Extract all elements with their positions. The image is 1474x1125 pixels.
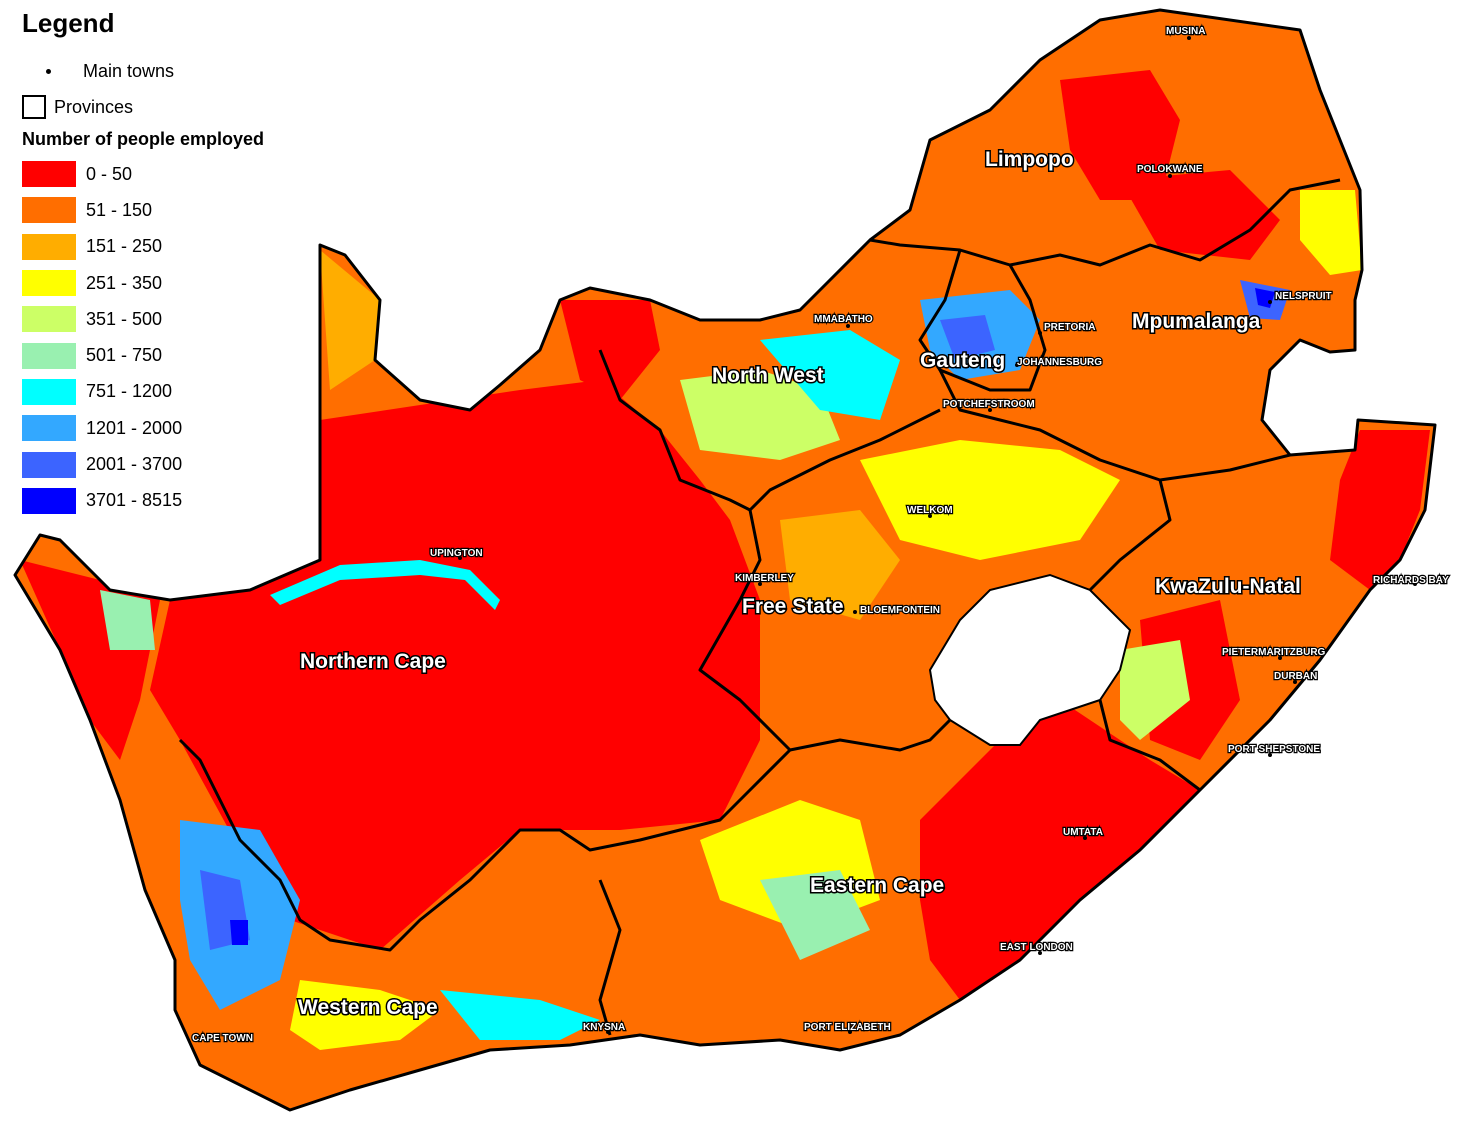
- legend-swatch: [22, 270, 76, 297]
- legend-class-label: 151 - 250: [86, 236, 163, 257]
- legend-swatch: [22, 487, 76, 514]
- label-northern-cape: Northern Cape: [300, 650, 446, 673]
- legend-class-label: 2001 - 3700: [86, 454, 183, 475]
- label-limpopo: Limpopo: [985, 148, 1074, 171]
- town-durban: DURBAN: [1274, 671, 1317, 682]
- legend-main-towns-label: Main towns: [83, 60, 175, 81]
- town-dots: [198, 36, 1417, 1042]
- town-johannesburg: JOHANNESBURG: [1017, 357, 1102, 368]
- legend-class-row: 2001 - 3700: [22, 446, 322, 482]
- legend-title: Legend: [22, 8, 115, 38]
- country-outline: [13, 8, 1437, 1112]
- province-boundaries: [13, 8, 1437, 1112]
- legend-class-label: 251 - 350: [86, 272, 163, 293]
- western-cape-boundary: [598, 879, 622, 1036]
- legend: Legend Main towns Provinces Number of pe…: [22, 8, 322, 519]
- legend-class-row: 51 - 150: [22, 192, 322, 228]
- label-western-cape: Western Cape: [298, 996, 438, 1019]
- legend-class-row: 1201 - 2000: [22, 410, 322, 446]
- town-pretoria: PRETORIA: [1044, 322, 1096, 333]
- mpumalanga-boundary: [938, 369, 1291, 482]
- north-west-boundary: [598, 349, 941, 512]
- town-potchefstroom: POTCHEFSTROOM: [943, 399, 1035, 410]
- legend-class-row: 0 - 50: [22, 156, 322, 192]
- lesotho-hole: [928, 573, 1132, 746]
- legend-class-row: 251 - 350: [22, 265, 322, 301]
- legend-main-towns: Main towns: [22, 53, 322, 89]
- legend-swatch: [22, 451, 76, 478]
- town-umtata: UMTATA: [1063, 827, 1103, 838]
- town-port-elizabeth: PORT ELIZABETH: [804, 1022, 891, 1033]
- province-labels: Limpopo Mpumalanga Gauteng North West No…: [297, 147, 1303, 1021]
- free-state-boundary: [698, 509, 952, 752]
- town-dot-icon: [46, 68, 51, 74]
- province-outline-icon: [22, 95, 46, 119]
- legend-swatch: [22, 197, 76, 224]
- town-east-london: EAST LONDON: [1000, 942, 1073, 953]
- legend-swatch: [22, 415, 76, 442]
- label-kwazulu-natal: KwaZulu-Natal: [1155, 575, 1301, 598]
- legend-class-label: 751 - 1200: [86, 381, 173, 402]
- town-nelspruit: NELSPRUIT: [1275, 291, 1332, 302]
- legend-class-row: 501 - 750: [22, 337, 322, 373]
- legend-class-label: 1201 - 2000: [86, 417, 183, 438]
- gauteng-boundary: [918, 249, 1047, 392]
- town-bloemfontein: BLOEMFONTEIN: [860, 605, 940, 616]
- legend-class-row: 351 - 500: [22, 301, 322, 337]
- legend-class-label: 501 - 750: [86, 345, 163, 366]
- legend-provinces: Provinces: [22, 89, 322, 125]
- town-cape-town: CAPE TOWN: [192, 1033, 253, 1044]
- legend-class-row: 3701 - 8515: [22, 483, 322, 519]
- legend-class-label: 0 - 50: [86, 163, 133, 184]
- label-mpumalanga: Mpumalanga: [1132, 310, 1261, 333]
- legend-swatch: [22, 233, 76, 260]
- legend-class-row: 151 - 250: [22, 229, 322, 265]
- town-upington: UPINGTON: [430, 548, 483, 559]
- town-musina: MUSINA: [1166, 26, 1205, 37]
- town-pietermaritzburg: PIETERMARITZBURG: [1222, 647, 1326, 658]
- legend-class-label: 51 - 150: [86, 199, 153, 220]
- legend-provinces-label: Provinces: [54, 96, 134, 117]
- label-gauteng: Gauteng: [920, 349, 1005, 372]
- legend-class-label: 351 - 500: [86, 308, 163, 329]
- town-knysna: KNYSNA: [583, 1022, 625, 1033]
- town-polokwane: POLOKWANE: [1137, 164, 1203, 175]
- legend-swatch: [22, 306, 76, 333]
- legend-class-label: 3701 - 8515: [86, 490, 183, 511]
- town-richards-bay: RICHARDS BAY: [1373, 575, 1449, 586]
- legend-swatch: [22, 342, 76, 369]
- legend-class-row: 751 - 1200: [22, 374, 322, 410]
- northern-cape-south-boundary: [178, 738, 792, 952]
- legend-swatch: [22, 161, 76, 188]
- town-labels: MUSINA POLOKWANE NELSPRUIT MMABATHO PRET…: [191, 25, 1451, 1046]
- kzn-ec-boundary: [1098, 699, 1201, 792]
- legend-class-list: 0 - 50 51 - 150 151 - 250 251 - 350 351 - 50…: [22, 156, 322, 519]
- label-north-west: North West: [712, 364, 824, 387]
- town-mmabatho: MMABATHO: [814, 314, 873, 325]
- label-free-state: Free State: [742, 595, 844, 618]
- limpopo-boundary: [869, 178, 1341, 267]
- town-kimberley: KIMBERLEY: [735, 573, 794, 584]
- free-state-kzn-boundary: [1088, 479, 1172, 592]
- legend-classes-title: Number of people employed: [22, 129, 265, 149]
- town-port-shepstone: PORT SHEPSTONE: [1228, 744, 1320, 755]
- legend-swatch: [22, 378, 76, 405]
- town-welkom: WELKOM: [907, 505, 953, 516]
- label-eastern-cape: Eastern Cape: [810, 874, 944, 897]
